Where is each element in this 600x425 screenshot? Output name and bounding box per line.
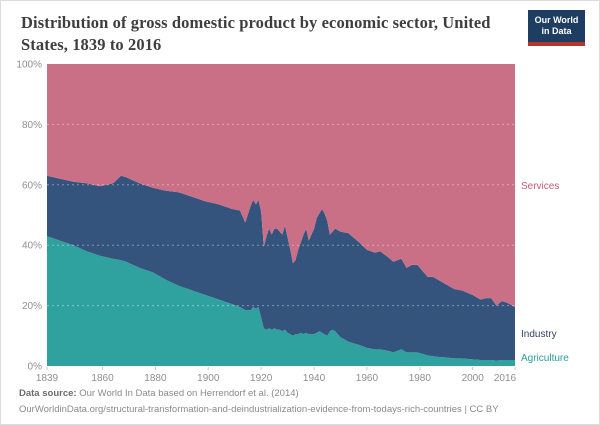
x-axis-tick-label: 1980: [409, 373, 432, 384]
area-agriculture[interactable]: [47, 236, 515, 366]
x-axis-tick-label: 1960: [356, 373, 379, 384]
y-axis-tick-label: 60%: [22, 180, 42, 191]
chart-title-line1: Distribution of gross domestic product b…: [21, 13, 491, 32]
data-source-text: Our World In Data based on Herrendorf et…: [76, 388, 299, 399]
x-axis-tick-label: 1920: [250, 373, 273, 384]
x-axis-tick-label: 2016: [494, 373, 517, 384]
y-axis-tick-label: 40%: [22, 241, 42, 252]
area-industry[interactable]: [47, 175, 515, 361]
series-label-services[interactable]: Services: [521, 180, 560, 192]
x-axis-tick-label: 1860: [91, 373, 114, 384]
owid-logo[interactable]: Our World in Data: [528, 10, 585, 46]
data-source-label: Data source:: [19, 388, 77, 399]
owid-logo-line1: Our World: [534, 15, 579, 25]
data-source-note: Data source: Our World In Data based on …: [19, 386, 499, 402]
x-axis-tick-label: 1900: [197, 373, 220, 384]
x-axis-tick-label: 2000: [462, 373, 485, 384]
chart-title-line2: States, 1839 to 2016: [21, 34, 162, 54]
y-axis-tick-label: 0%: [28, 362, 43, 373]
chart-footer: Data source: Our World In Data based on …: [19, 386, 499, 417]
y-axis-tick-label: 20%: [22, 301, 42, 312]
x-axis-tick-label: 1940: [303, 373, 326, 384]
series-label-industry[interactable]: Industry: [521, 328, 557, 340]
chart-title: Distribution of gross domestic product b…: [21, 12, 521, 56]
x-axis-tick-label: 1839: [36, 373, 59, 384]
series-label-agriculture[interactable]: Agriculture: [521, 353, 569, 364]
y-axis-tick-label: 100%: [16, 60, 42, 71]
footer-url-line: OurWorldinData.org/structural-transforma…: [19, 403, 499, 415]
area-services[interactable]: [47, 64, 515, 308]
y-axis-tick-label: 80%: [22, 120, 42, 131]
owid-logo-line2: in Data: [541, 26, 572, 37]
x-axis-tick-label: 1880: [144, 373, 167, 384]
